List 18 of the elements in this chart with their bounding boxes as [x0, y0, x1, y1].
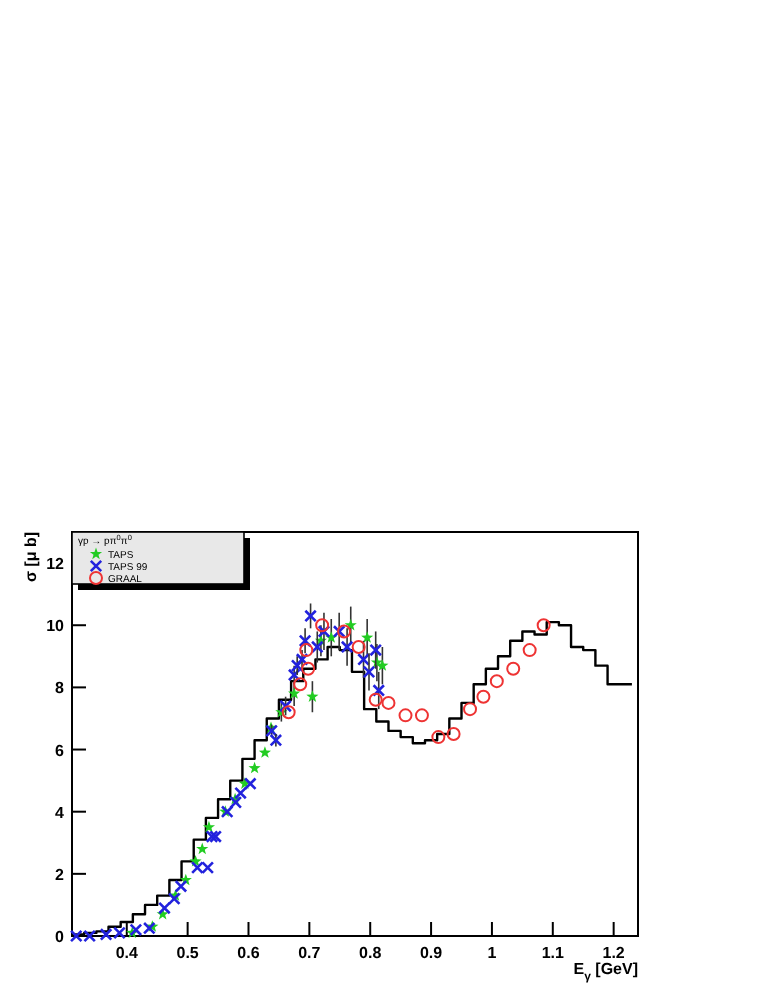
x-tick-label: 0.8 — [359, 944, 383, 962]
x-tick-label: 1.1 — [541, 944, 566, 962]
x-tick-label: 1 — [487, 944, 498, 962]
y-tick-label: 10 — [46, 617, 66, 636]
x-tick-label: 0.7 — [298, 944, 322, 962]
x-tick-label: 0.6 — [237, 944, 261, 962]
y-tick-label: 6 — [55, 741, 66, 760]
x-tick-label: 0.9 — [419, 944, 444, 962]
y-tick-label: 12 — [46, 555, 66, 574]
x-tick-label: 0.4 — [115, 944, 139, 962]
y-tick-label: 0 — [55, 928, 66, 946]
x-tick-label: 0.5 — [176, 944, 200, 962]
y-axis-title: σ [μ b] — [22, 531, 40, 583]
y-tick-label: 4 — [55, 803, 66, 822]
y-tick-label: 8 — [55, 679, 66, 698]
x-axis-title: E$_{γ}$ [GeV] — [573, 960, 639, 984]
x-tick-label: 1.2 — [602, 944, 626, 962]
y-tick-label: 2 — [55, 865, 66, 884]
